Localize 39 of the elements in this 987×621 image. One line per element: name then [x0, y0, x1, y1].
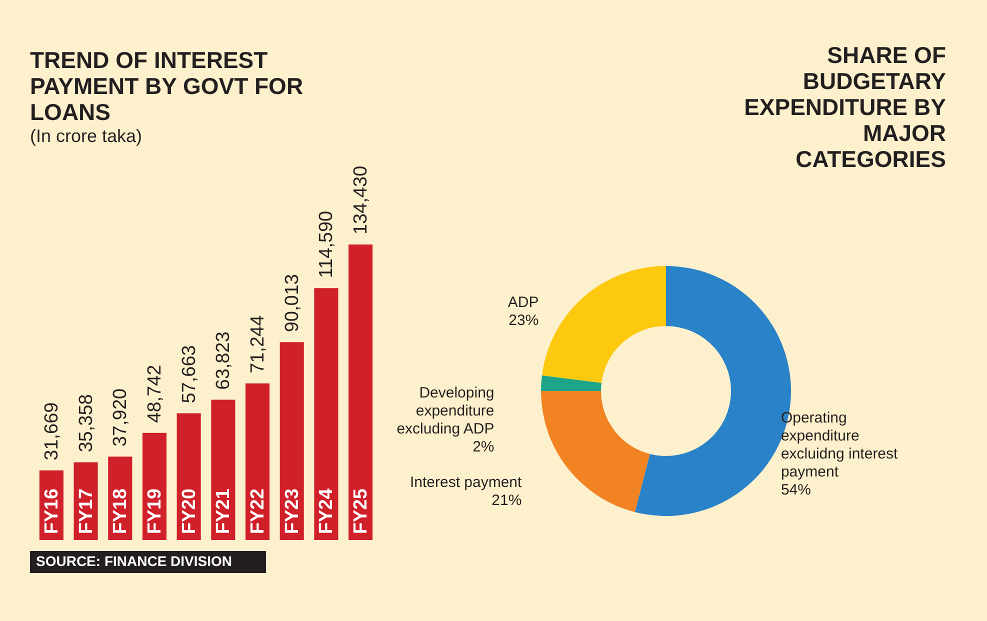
chart-title: TREND OF INTEREST PAYMENT BY GOVT FOR LOANS	[30, 47, 304, 125]
bar	[314, 288, 338, 540]
x-tick-label: FY22	[248, 488, 269, 534]
source-note: SOURCE: FINANCE DIVISION	[36, 553, 232, 569]
data-label: 114,590	[316, 210, 338, 278]
bar	[348, 244, 373, 540]
data-label: 2%	[472, 438, 494, 456]
slice-label: ADP	[508, 294, 539, 311]
data-label: 71,244	[248, 314, 269, 374]
data-label: 21%	[492, 492, 522, 509]
donut-slice	[542, 266, 666, 383]
data-label: 134,430	[350, 166, 372, 235]
x-tick-label: FY17	[76, 488, 97, 534]
x-tick-label: FY25	[350, 488, 372, 534]
data-label: 35,358	[76, 394, 97, 452]
bar	[280, 342, 304, 540]
slice-label: Interest payment	[410, 474, 523, 491]
x-tick-label: FY20	[178, 488, 200, 534]
bar	[245, 383, 270, 540]
x-tick-label: FY24	[316, 488, 338, 534]
x-tick-label: FY16	[41, 488, 62, 534]
x-tick-label: FY19	[144, 488, 166, 534]
data-label: 31,669	[41, 402, 62, 460]
donut-slice	[541, 391, 650, 512]
data-label: 48,742	[144, 364, 166, 423]
data-label: 37,920	[110, 388, 132, 447]
data-label: 54%	[780, 482, 811, 499]
donut-slice	[541, 375, 602, 391]
data-label: 90,013	[282, 274, 303, 332]
x-tick-label: FY18	[110, 488, 132, 534]
slice-label: Developing expenditure excluding ADP	[396, 384, 494, 438]
chart-title: SHARE OF BUDGETARY EXPENDITURE BY MAJOR CATEGORIES	[744, 42, 946, 172]
x-tick-label: FY21	[213, 488, 234, 534]
chart-subtitle: (In crore taka)	[30, 126, 142, 146]
data-label: 57,663	[178, 345, 200, 404]
data-label: 23%	[508, 312, 539, 329]
x-tick-label: FY23	[282, 488, 303, 534]
bar	[211, 400, 236, 540]
data-label: 63,823	[213, 332, 234, 390]
